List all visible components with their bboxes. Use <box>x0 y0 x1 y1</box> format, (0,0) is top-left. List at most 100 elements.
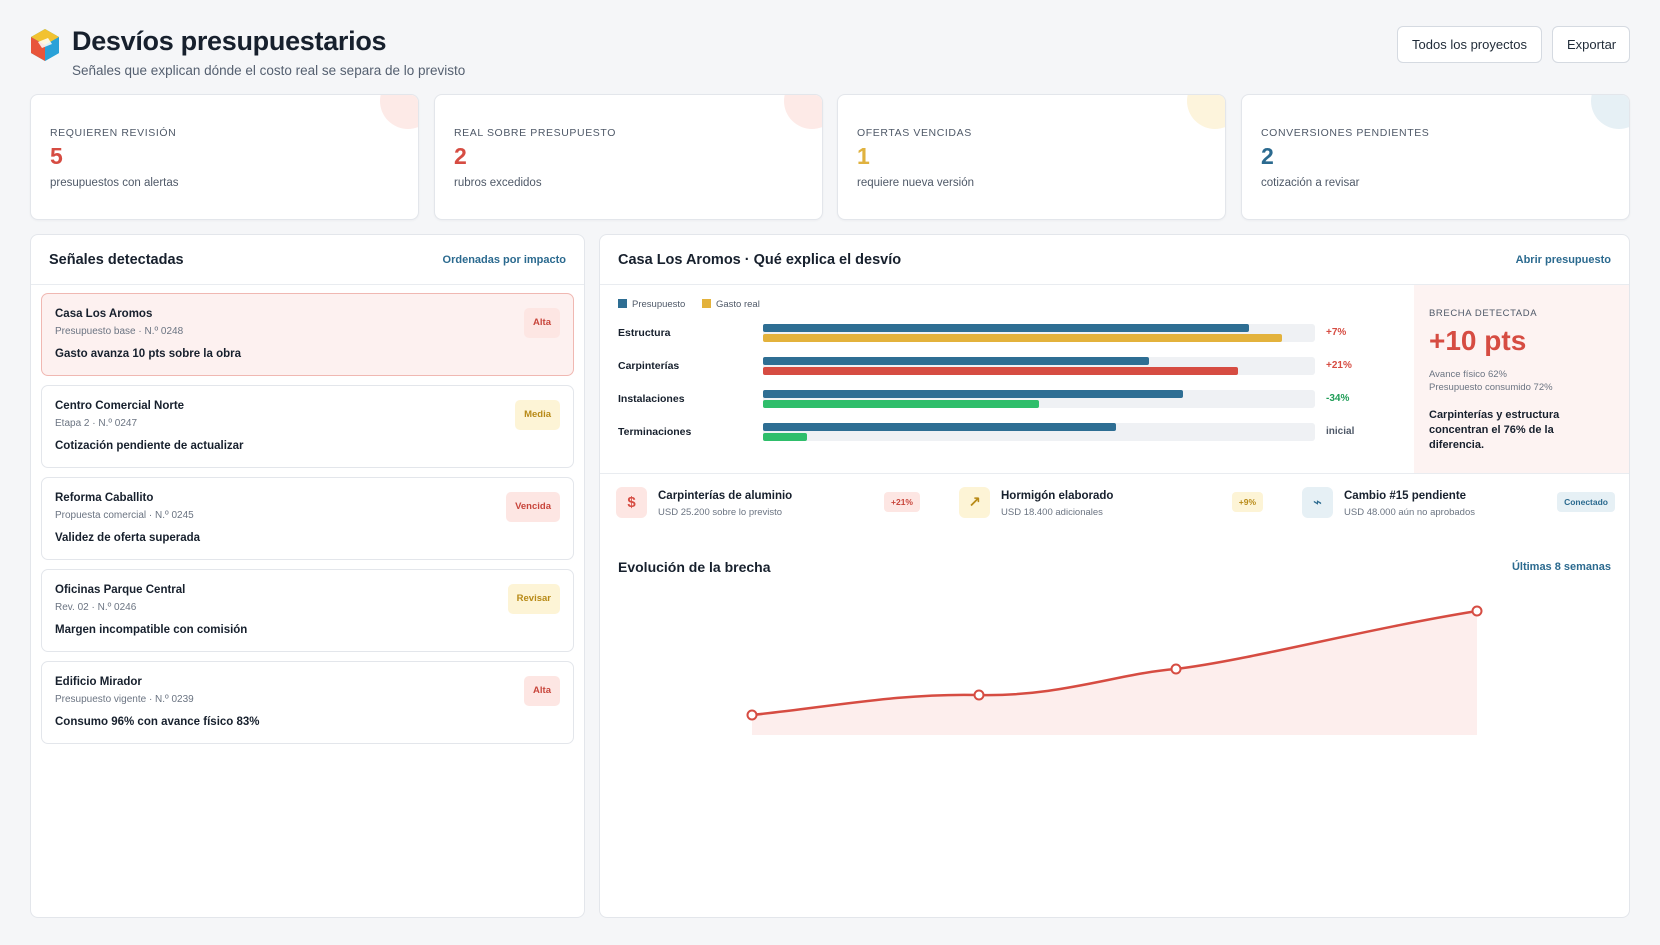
signal-project-name: Casa Los Aromos <box>55 308 153 320</box>
open-budget-link[interactable]: Abrir presupuesto <box>1515 254 1611 266</box>
signal-description: Consumo 96% con avance físico 83% <box>55 716 260 728</box>
detail-panel-header: Casa Los Aromos · Qué explica el desvío … <box>600 235 1629 285</box>
bar-category-label: Terminaciones <box>618 426 692 438</box>
kpi-label: REQUIEREN REVISIÓN <box>50 127 177 139</box>
driver-subtitle: USD 18.400 adicionales <box>1001 507 1103 518</box>
legend-swatch-budget <box>618 299 627 308</box>
driver-subtitle: USD 25.200 sobre lo previsto <box>658 507 783 518</box>
signal-description: Margen incompatible con comisión <box>55 624 248 636</box>
kpi-label: OFERTAS VENCIDAS <box>857 127 972 139</box>
signal-meta: Rev. 02 · N.º 0246 <box>55 602 137 613</box>
bar-delta: +21% <box>1326 360 1352 371</box>
bar-delta: -34% <box>1326 393 1350 404</box>
cost-driver-item[interactable]: $ Carpinterías de aluminio USD 25.200 sobr… <box>600 474 943 534</box>
signal-priority-badge: Alta <box>524 676 560 706</box>
bar-row: Carpinterías +21% <box>600 357 1414 379</box>
page-title: Desvíos presupuestarios <box>72 26 387 56</box>
budget-vs-actual-chart: Presupuesto Gasto real Estructura +7% Carp… <box>600 285 1414 473</box>
legend-swatch-actual <box>701 299 711 308</box>
bar-delta: inicial <box>1326 426 1355 437</box>
kpi-value: 1 <box>857 143 870 169</box>
bar-actual <box>763 334 1282 342</box>
trend-up-icon: ↗ <box>959 487 990 518</box>
bar-track <box>763 324 1315 342</box>
bar-row: Estructura +7% <box>600 324 1414 346</box>
signal-meta: Etapa 2 · N.º 0247 <box>55 418 138 429</box>
cost-driver-item[interactable]: ↗ Hormigón elaborado USD 18.400 adicionale… <box>943 474 1286 534</box>
bar-category-label: Estructura <box>618 327 671 339</box>
signal-description: Cotización pendiente de actualizar <box>55 440 244 452</box>
driver-subtitle: USD 48.000 aún no aprobados <box>1344 507 1475 518</box>
signal-description: Gasto avanza 10 pts sobre la obra <box>55 348 241 360</box>
gap-point <box>746 709 758 721</box>
driver-badge: +9% <box>1231 492 1263 512</box>
signal-project-name: Centro Comercial Norte <box>55 400 185 412</box>
page-header: Desvíos presupuestarios Señales que expl… <box>30 26 1630 86</box>
kpi-blob <box>1591 95 1629 129</box>
signal-item[interactable]: Edificio Mirador Presupuesto vigente · N.… <box>41 661 574 744</box>
kpi-value: 5 <box>50 143 63 169</box>
kpi-desc: cotización a revisar <box>1261 177 1360 189</box>
signal-meta: Propuesta comercial · N.º 0245 <box>55 510 194 521</box>
gap-note: Carpinterías y estructura concentran el … <box>1429 409 1560 451</box>
legend-actual: Gasto real <box>701 299 760 310</box>
kpi-label: CONVERSIONES PENDIENTES <box>1261 127 1430 139</box>
signal-project-name: Oficinas Parque Central <box>55 584 186 596</box>
driver-title: Cambio #15 pendiente <box>1344 490 1467 502</box>
logo-icon <box>31 29 59 61</box>
kpi-row: REQUIEREN REVISIÓN 5 presupuestos con al… <box>30 94 1630 220</box>
cost-driver-item[interactable]: ⌁ Cambio #15 pendiente USD 48.000 aún no a… <box>1286 474 1629 534</box>
bar-category-label: Carpinterías <box>618 360 680 372</box>
export-button[interactable]: Exportar <box>1552 26 1630 63</box>
driver-badge: Conectado <box>1557 492 1615 512</box>
signal-item[interactable]: Oficinas Parque Central Rev. 02 · N.º 024… <box>41 569 574 652</box>
bar-category-label: Instalaciones <box>618 393 685 405</box>
gap-point <box>1170 663 1182 675</box>
signal-description: Validez de oferta superada <box>55 532 201 544</box>
kpi-blob <box>784 95 822 129</box>
cost-drivers: $ Carpinterías de aluminio USD 25.200 sobr… <box>600 473 1629 534</box>
change-icon: ⌁ <box>1302 487 1333 518</box>
chart-legend: Presupuesto Gasto real <box>618 299 774 310</box>
detail-panel: Casa Los Aromos · Qué explica el desvío … <box>599 234 1630 918</box>
bar-actual <box>763 400 1039 408</box>
bar-delta: +7% <box>1326 327 1347 338</box>
legend-actual-label: Gasto real <box>715 299 760 310</box>
gap-budget-consumed: Presupuesto consumido 72% <box>1429 382 1553 393</box>
kpi-blob <box>380 95 418 129</box>
kpi-blob <box>1187 95 1225 129</box>
driver-badge: +21% <box>884 492 920 512</box>
signal-item[interactable]: Casa Los Aromos Presupuesto base · N.º 02… <box>41 293 574 376</box>
signal-item[interactable]: Centro Comercial Norte Etapa 2 · N.º 0247… <box>41 385 574 468</box>
signal-item[interactable]: Reforma Caballito Propuesta comercial · N… <box>41 477 574 560</box>
kpi-value: 2 <box>1261 143 1274 169</box>
signal-meta: Presupuesto base · N.º 0248 <box>55 326 184 337</box>
signal-priority-badge: Vencida <box>506 492 560 522</box>
sort-by-impact-link[interactable]: Ordenadas por impacto <box>442 254 566 266</box>
kpi-desc: requiere nueva versión <box>857 177 974 189</box>
bar-budget <box>763 357 1150 365</box>
gap-evolution-chart <box>746 605 1483 735</box>
signal-priority-badge: Media <box>515 400 560 430</box>
bar-budget <box>763 324 1249 332</box>
gap-value: +10 pts <box>1429 325 1527 356</box>
gap-point <box>1471 605 1483 617</box>
all-projects-button[interactable]: Todos los proyectos <box>1397 26 1542 63</box>
gap-evolution-line <box>751 609 1478 717</box>
bar-budget <box>763 423 1117 431</box>
gap-label: BRECHA DETECTADA <box>1429 308 1538 319</box>
gap-evolution-area <box>752 611 1477 735</box>
kpi-label: REAL SOBRE PRESUPUESTO <box>454 127 616 139</box>
signals-panel-header: Señales detectadas Ordenadas por impacto <box>31 235 584 285</box>
evolution-title: Evolución de la brecha <box>618 559 771 575</box>
bar-budget <box>763 390 1183 398</box>
last-8-weeks-link[interactable]: Últimas 8 semanas <box>1511 561 1611 573</box>
gap-physical-progress: Avance físico 62% <box>1429 369 1507 380</box>
kpi-value: 2 <box>454 143 467 169</box>
signals-panel: Señales detectadas Ordenadas por impacto… <box>30 234 585 918</box>
signal-project-name: Reforma Caballito <box>55 492 154 504</box>
bar-row: Instalaciones -34% <box>600 390 1414 412</box>
signal-project-name: Edificio Mirador <box>55 676 142 688</box>
signals-title: Señales detectadas <box>49 252 184 268</box>
signal-priority-badge: Revisar <box>507 584 560 614</box>
